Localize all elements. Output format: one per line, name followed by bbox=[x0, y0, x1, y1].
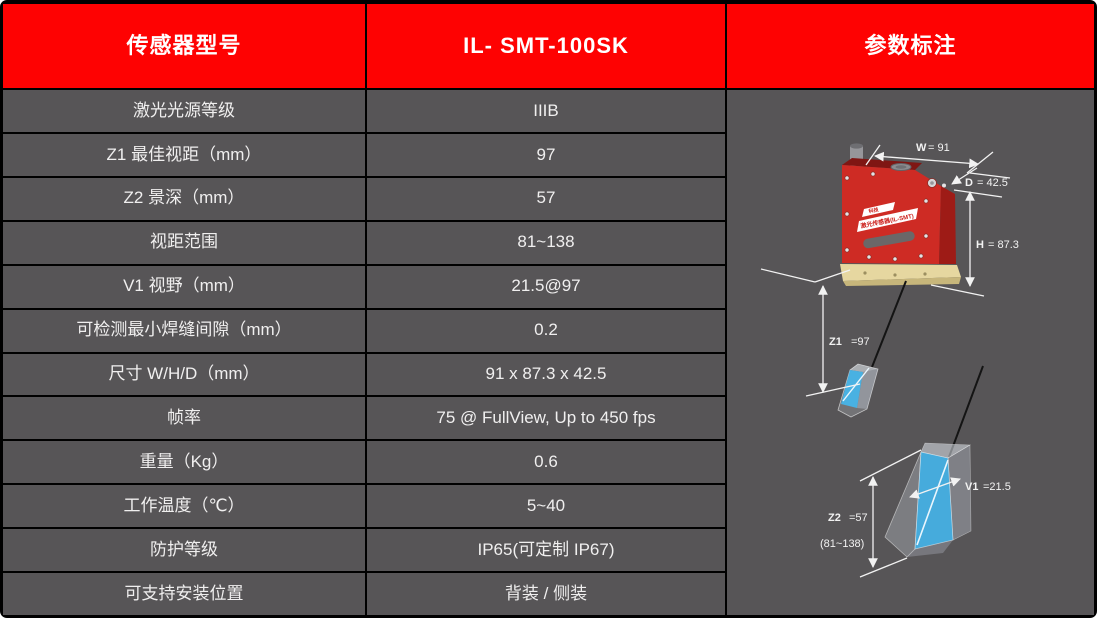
spec-row-label: 可检测最小焊缝间隙（mm） bbox=[3, 309, 365, 352]
spec-row-value: IP65(可定制 IP67) bbox=[367, 529, 725, 572]
spec-row-value: 5~40 bbox=[367, 485, 725, 528]
spec-row-value: 背装 / 侧装 bbox=[367, 573, 725, 615]
connector-cylinder-top bbox=[850, 143, 863, 149]
spec-row-label: 尺寸 W/H/D（mm） bbox=[3, 353, 365, 396]
header-model-value: IL- SMT-100SK bbox=[367, 4, 725, 88]
dim-d-key: D bbox=[965, 177, 973, 189]
screws bbox=[844, 171, 929, 262]
spec-row-label: 重量（Kg） bbox=[3, 441, 365, 484]
spec-row-label: 帧率 bbox=[3, 397, 365, 440]
product-stripe bbox=[857, 208, 918, 232]
spec-row-label: V1 视野（mm） bbox=[3, 265, 365, 308]
header-diagram-label: 参数标注 bbox=[727, 4, 1094, 88]
spec-row-label: 防护等级 bbox=[3, 529, 365, 572]
spec-row-label: 工作温度（℃） bbox=[3, 485, 365, 528]
spec-row-value: 21.5@97 bbox=[367, 265, 725, 308]
dim-v1-key: V1 bbox=[965, 481, 978, 493]
spec-row-value: 91 x 87.3 x 42.5 bbox=[367, 353, 725, 396]
spec-row-value: IIIB bbox=[367, 90, 725, 132]
screw bbox=[942, 183, 946, 188]
dim-z2-value: =57 bbox=[849, 512, 868, 524]
dim-range-label: (81~138) bbox=[820, 538, 864, 550]
spec-row-label: 可支持安装位置 bbox=[3, 573, 365, 615]
spec-row-value: 57 bbox=[367, 177, 725, 220]
dim-d-value: = 42.5 bbox=[977, 177, 1008, 189]
sensor-dimension-diagram: 科技 激光传感器(IL-SMT) bbox=[760, 142, 1019, 578]
spec-row-label: Z2 景深（mm） bbox=[3, 177, 365, 220]
laser-beam-far bbox=[948, 365, 984, 458]
dim-w-key: W bbox=[916, 142, 927, 154]
dimension-lines bbox=[760, 144, 1011, 578]
spec-row-value: 97 bbox=[367, 133, 725, 176]
spec-row-value: 75 @ FullView, Up to 450 fps bbox=[367, 397, 725, 440]
dim-z1-value: =97 bbox=[851, 336, 870, 348]
dim-w-value: = 91 bbox=[928, 142, 950, 154]
spec-table: 传感器型号 IL- SMT-100SK 参数标注 bbox=[3, 4, 1094, 615]
spec-row-label: 激光光源等级 bbox=[3, 90, 365, 132]
far-laser-stripe bbox=[916, 459, 949, 546]
top-port-inner bbox=[895, 165, 907, 169]
laser-beam-near bbox=[871, 280, 907, 368]
spec-row-value: 0.2 bbox=[367, 309, 725, 352]
base-screws bbox=[863, 271, 927, 277]
dim-z2-key: Z2 bbox=[828, 512, 841, 524]
sensor-base bbox=[840, 264, 961, 281]
sensor-side-face bbox=[939, 186, 956, 264]
sensor-illustration: 科技 激光传感器(IL-SMT) bbox=[840, 143, 961, 286]
lens-window-inner bbox=[930, 181, 934, 185]
dim-z1-key: Z1 bbox=[829, 336, 842, 348]
sensor-base-edge bbox=[843, 277, 961, 286]
parameter-diagram-cell: 科技 激光传感器(IL-SMT) bbox=[727, 90, 1094, 615]
spec-row-label: Z1 最佳视距（mm） bbox=[3, 133, 365, 176]
spec-row-value: 0.6 bbox=[367, 441, 725, 484]
header-model-label: 传感器型号 bbox=[3, 4, 365, 88]
brand-stripe-text: 科技 bbox=[867, 206, 880, 215]
dim-v1-value: =21.5 bbox=[983, 481, 1011, 493]
brand-stripe bbox=[862, 202, 895, 217]
front-slot bbox=[863, 231, 915, 249]
measuring-volume-prism bbox=[884, 442, 972, 558]
dim-h-value: = 87.3 bbox=[988, 239, 1019, 251]
dim-h-key: H bbox=[976, 239, 984, 251]
spec-row-label: 视距范围 bbox=[3, 221, 365, 264]
spec-row-value: 81~138 bbox=[367, 221, 725, 264]
near-field-prism bbox=[837, 363, 879, 418]
